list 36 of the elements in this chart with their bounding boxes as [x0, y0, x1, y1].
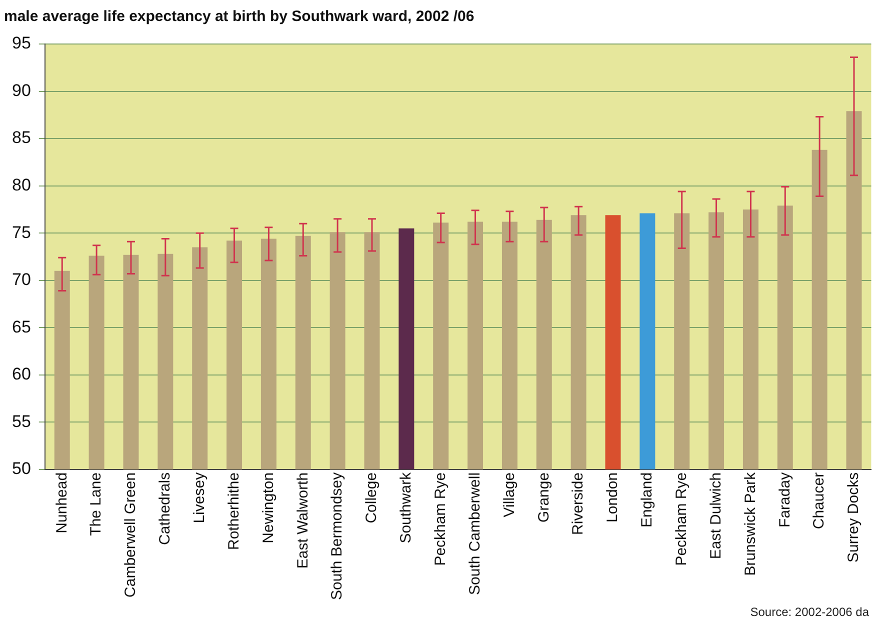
x-tick-label: Nunhead	[53, 472, 70, 534]
x-tick-label: Chaucer	[810, 472, 828, 530]
y-tick-label: 85	[12, 128, 31, 148]
source-note: Source: 2002-2006 da	[750, 605, 869, 619]
x-tick-label: Grange	[535, 472, 552, 522]
x-tick-label: East Dulwich	[707, 472, 724, 560]
x-tick-label: Village	[500, 472, 518, 518]
x-tick-label: The Lane	[88, 472, 105, 536]
y-tick-label: 95	[12, 34, 31, 53]
x-tick-label: Riverside	[570, 472, 587, 535]
x-tick-label: Livesey	[190, 472, 208, 524]
x-tick-label: Brunswick Park	[742, 472, 759, 576]
x-tick-label: South Bermondsey	[328, 472, 346, 600]
x-tick-label: Newington	[260, 472, 277, 544]
x-tick-label: Peckham Rye	[672, 472, 690, 566]
y-tick-label: 60	[12, 364, 31, 384]
x-tick-label: Peckham Rye	[432, 472, 449, 566]
y-tick-label: 55	[12, 412, 31, 431]
chart-title: male average life expectancy at birth by Southwark ward, 2002 /06	[4, 8, 474, 26]
x-tick-label: Faraday	[776, 472, 794, 528]
x-tick-label: Camberwell Green	[122, 472, 140, 598]
x-tick-label: Surrey Docks	[845, 472, 862, 562]
y-tick-label: 70	[12, 270, 31, 290]
y-tick-label: 90	[12, 80, 31, 100]
y-tick-label: 75	[12, 222, 31, 242]
x-tick-label: College	[363, 472, 380, 524]
x-tick-label: South Camberwell	[466, 472, 484, 595]
x-tick-label: Southwark	[398, 472, 415, 544]
x-tick-label: Cathedrals	[156, 472, 174, 545]
x-tick-label: East Walworth	[294, 472, 312, 569]
x-tick-label: Rotherhithe	[225, 472, 242, 550]
y-tick-label: 80	[12, 175, 31, 194]
x-tick-label: England	[638, 472, 656, 528]
y-tick-label: 65	[12, 317, 31, 336]
x-tick-label: London	[604, 472, 622, 522]
y-tick-label: 50	[12, 459, 31, 478]
